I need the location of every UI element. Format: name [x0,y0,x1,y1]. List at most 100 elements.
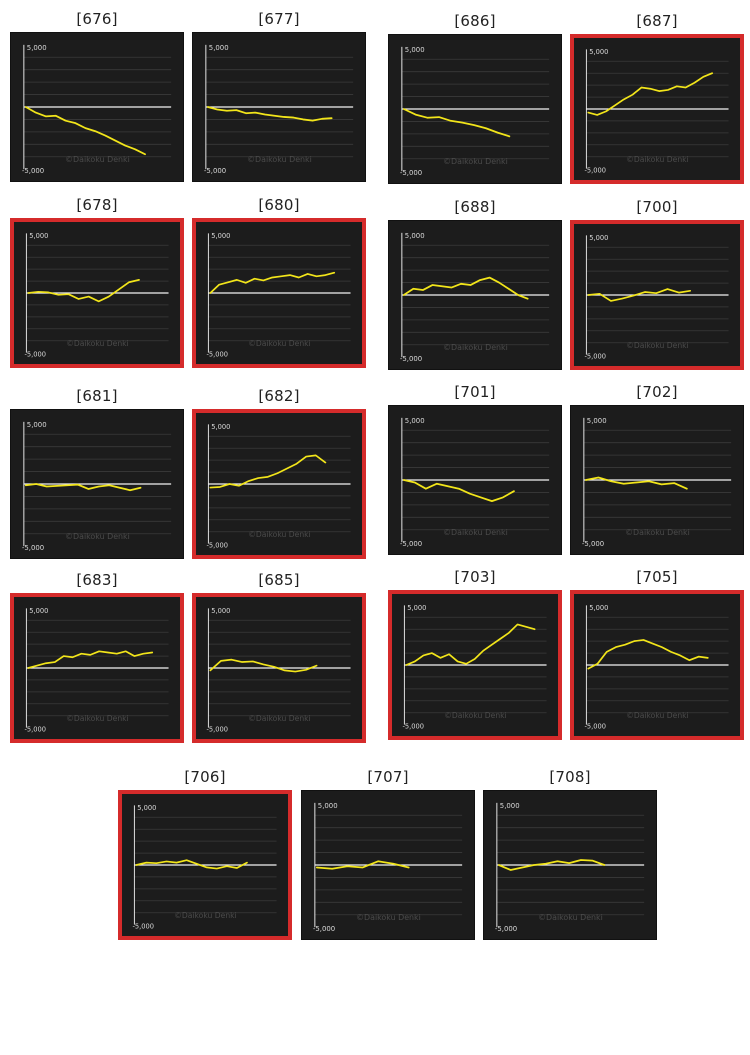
chart-frame: 5,000 -5,000 ©Daikoku Denki [483,790,657,940]
watermark-text: ©Daikoku Denki [626,341,688,350]
highlighted-chart-frame: 5,000 -5,000 ©Daikoku Denki [570,220,744,370]
y-tick-label-top: 5,000 [318,802,338,810]
chart-title: [706] [184,768,226,786]
y-tick-label-bottom: -5,000 [206,350,228,358]
line-chart: 5,000 -5,000 ©Daikoku Denki [302,791,474,939]
watermark-text: ©Daikoku Denki [66,339,128,348]
y-tick-label-top: 5,000 [27,421,47,429]
highlighted-chart-frame: 5,000 -5,000 ©Daikoku Denki [570,590,744,740]
line-chart: 5,000 -5,000 ©Daikoku Denki [389,35,561,183]
chart-title: [682] [258,387,300,405]
watermark-text: ©Daikoku Denki [65,155,130,164]
y-tick-label-bottom: -5,000 [402,722,424,730]
y-tick-label-bottom: -5,000 [400,540,422,548]
y-tick-label-top: 5,000 [211,232,230,240]
watermark-text: ©Daikoku Denki [443,157,508,166]
line-chart: 5,000 -5,000 ©Daikoku Denki [574,594,740,736]
chart-panel: [701] 5,000 -5,000 ©Daikoku Denki [388,383,562,555]
chart-panel: [705] 5,000 -5,000 ©Daikoku Denki [570,568,744,740]
chart-panel: [686] 5,000 -5,000 ©Daikoku Denki [388,12,562,184]
chart-title: [680] [258,196,300,214]
chart-title: [688] [454,198,496,216]
chart-title: [707] [367,768,409,786]
line-chart: 5,000 -5,000 ©Daikoku Denki [196,597,362,739]
y-tick-label-bottom: -5,000 [400,355,422,363]
y-tick-label-top: 5,000 [589,604,608,612]
chart-frame: 5,000 -5,000 ©Daikoku Denki [388,405,562,555]
y-tick-label-bottom: -5,000 [22,544,44,552]
line-chart: 5,000 -5,000 ©Daikoku Denki [122,794,288,936]
data-line [587,72,714,116]
chart-frame: 5,000 -5,000 ©Daikoku Denki [301,790,475,940]
chart-title: [687] [636,12,678,30]
line-chart: 5,000 -5,000 ©Daikoku Denki [11,410,183,558]
y-tick-label-top: 5,000 [29,232,48,240]
highlighted-chart-frame: 5,000 -5,000 ©Daikoku Denki [570,34,744,184]
y-tick-label-top: 5,000 [589,48,608,56]
line-chart: 5,000 -5,000 ©Daikoku Denki [389,406,561,554]
line-chart: 5,000 -5,000 ©Daikoku Denki [574,38,740,180]
y-tick-label-top: 5,000 [29,607,48,615]
chart-title: [686] [454,12,496,30]
highlighted-chart-frame: 5,000 -5,000 ©Daikoku Denki [118,790,292,940]
chart-panel: [681] 5,000 -5,000 ©Daikoku Denki [10,387,184,559]
watermark-text: ©Daikoku Denki [626,711,688,720]
data-line [402,479,515,503]
y-tick-label-top: 5,000 [405,417,425,425]
y-tick-label-bottom: -5,000 [584,166,606,174]
y-tick-label-top: 5,000 [209,44,229,52]
watermark-text: ©Daikoku Denki [443,343,508,352]
watermark-text: ©Daikoku Denki [625,528,690,537]
line-chart: 5,000 -5,000 ©Daikoku Denki [389,221,561,369]
line-chart: 5,000 -5,000 ©Daikoku Denki [484,791,656,939]
line-chart: 5,000 -5,000 ©Daikoku Denki [196,413,362,555]
data-line [209,658,318,673]
line-chart: 5,000 -5,000 ©Daikoku Denki [14,597,180,739]
y-tick-label-bottom: -5,000 [584,352,606,360]
chart-panel: [677] 5,000 -5,000 ©Daikoku Denki [192,10,366,182]
y-tick-label-top: 5,000 [405,46,425,54]
y-tick-label-top: 5,000 [587,417,607,425]
chart-title: [705] [636,568,678,586]
watermark-text: ©Daikoku Denki [66,714,128,723]
line-chart: 5,000 -5,000 ©Daikoku Denki [14,222,180,364]
chart-panel: [703] 5,000 -5,000 ©Daikoku Denki [388,568,562,740]
line-chart: 5,000 -5,000 ©Daikoku Denki [196,222,362,364]
chart-panel: [707] 5,000 -5,000 ©Daikoku Denki [301,768,475,940]
watermark-text: ©Daikoku Denki [248,339,310,348]
highlighted-chart-frame: 5,000 -5,000 ©Daikoku Denki [10,218,184,368]
data-line [209,271,336,294]
y-tick-label-top: 5,000 [137,804,156,812]
chart-panel: [702] 5,000 -5,000 ©Daikoku Denki [570,383,744,555]
y-tick-label-bottom: -5,000 [400,169,422,177]
chart-title: [685] [258,571,300,589]
chart-panel: [706] 5,000 -5,000 ©Daikoku Denki [118,768,292,940]
chart-panel: [676] 5,000 -5,000 ©Daikoku Denki [10,10,184,182]
data-line [402,108,511,138]
line-chart: 5,000 -5,000 ©Daikoku Denki [392,594,558,736]
y-tick-label-top: 5,000 [211,607,230,615]
y-tick-label-bottom: -5,000 [24,350,46,358]
y-tick-label-bottom: -5,000 [584,722,606,730]
data-line [135,859,248,870]
y-tick-label-top: 5,000 [211,423,230,431]
y-tick-label-bottom: -5,000 [24,725,46,733]
chart-panel: [680] 5,000 -5,000 ©Daikoku Denki [192,196,366,368]
chart-panel: [700] 5,000 -5,000 ©Daikoku Denki [570,198,744,370]
data-line [27,650,154,669]
chart-title: [676] [76,10,118,28]
chart-panel: [678] 5,000 -5,000 ©Daikoku Denki [10,196,184,368]
data-line [587,639,709,670]
highlighted-chart-frame: 5,000 -5,000 ©Daikoku Denki [192,218,366,368]
chart-frame: 5,000 -5,000 ©Daikoku Denki [388,220,562,370]
data-line [209,454,327,489]
data-line [497,859,606,871]
data-line [206,106,333,122]
watermark-text: ©Daikoku Denki [248,530,310,539]
chart-frame: 5,000 -5,000 ©Daikoku Denki [388,34,562,184]
y-tick-label-top: 5,000 [27,44,47,52]
data-line [405,623,536,666]
watermark-text: ©Daikoku Denki [356,913,421,922]
chart-panel: [685] 5,000 -5,000 ©Daikoku Denki [192,571,366,743]
